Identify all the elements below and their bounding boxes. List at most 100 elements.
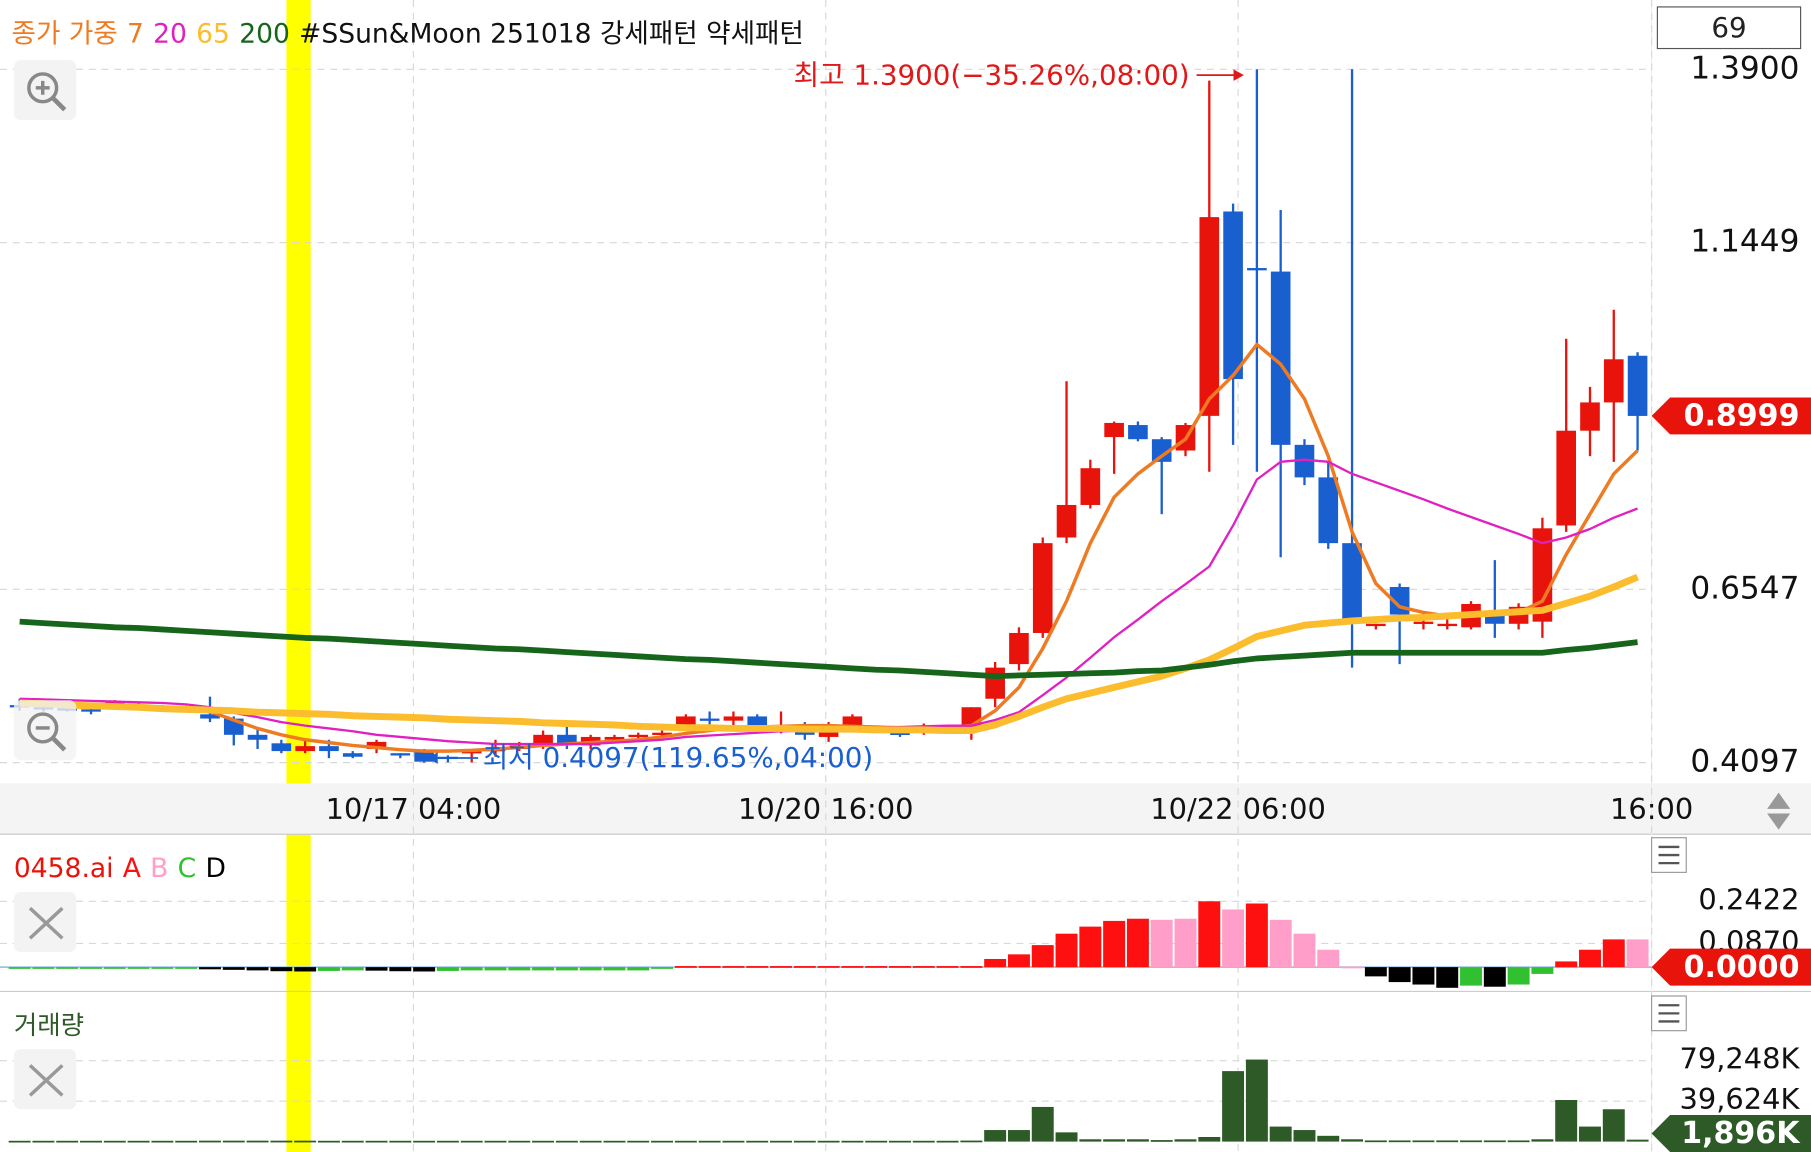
last-value-label: 1,896K	[1681, 1116, 1801, 1151]
bar	[770, 1140, 792, 1143]
bar	[1483, 967, 1506, 987]
bar	[746, 966, 769, 968]
bar	[674, 966, 697, 968]
y-tick-label: 0.4097	[1690, 744, 1799, 780]
bar	[151, 967, 174, 969]
candle-body	[1128, 425, 1148, 440]
bar	[365, 1140, 388, 1143]
bar	[841, 1140, 864, 1143]
bar	[722, 966, 745, 968]
bar	[1293, 1130, 1316, 1142]
ma-line	[19, 573, 1639, 735]
bar	[1031, 1106, 1054, 1142]
candle-body	[1437, 623, 1458, 627]
legend-entry: 20	[153, 18, 187, 49]
bar	[413, 967, 436, 972]
candle-body	[366, 741, 387, 749]
bar	[199, 1140, 221, 1143]
candle-body	[1413, 621, 1434, 624]
indicator-menu[interactable]	[1651, 837, 1687, 873]
ma-line	[19, 342, 1639, 753]
bar	[8, 967, 31, 969]
bar	[1412, 967, 1435, 985]
bar	[1341, 1139, 1364, 1142]
bar	[1364, 967, 1387, 977]
candle-body	[604, 736, 625, 740]
bar	[627, 967, 650, 971]
bar	[484, 1140, 507, 1143]
candle-body	[295, 746, 315, 752]
bar	[246, 1140, 269, 1143]
bar	[103, 1140, 126, 1143]
bar	[1531, 967, 1554, 974]
bar	[317, 1140, 340, 1143]
candle-body	[271, 743, 292, 752]
indicator-legend: 0458.ai A B C D	[14, 852, 226, 883]
bar	[460, 1140, 483, 1143]
candle-body	[842, 716, 863, 728]
bar	[199, 967, 221, 970]
candle-body	[1270, 271, 1291, 445]
highlight-band	[286, 0, 311, 1152]
bar	[1626, 1139, 1649, 1142]
bar	[270, 967, 293, 972]
bar	[532, 1140, 555, 1143]
bar	[1198, 1137, 1221, 1142]
candle-body	[1151, 439, 1172, 462]
bar	[436, 967, 459, 971]
low-annotation: 최저 0.4097(119.65%,04:00)	[483, 741, 873, 774]
bar	[555, 1140, 578, 1143]
bar	[460, 967, 483, 971]
bar	[32, 967, 55, 969]
candle-body	[699, 718, 720, 721]
last-value-tag	[1651, 397, 1811, 435]
y-tick-label: 79,248K	[1679, 1042, 1800, 1076]
bar	[1055, 1132, 1078, 1142]
candle-body	[1627, 355, 1648, 416]
zoom-in[interactable]	[13, 60, 77, 121]
legend-entry: 65	[196, 18, 230, 49]
candle-body	[1032, 543, 1053, 633]
bar	[1007, 954, 1030, 968]
legend-entry: B	[150, 852, 168, 883]
bar	[365, 967, 388, 971]
bar	[1460, 967, 1482, 986]
bar	[1412, 1140, 1435, 1143]
candle-body	[319, 746, 339, 752]
candle-body	[1009, 632, 1029, 665]
bar	[413, 1140, 436, 1143]
volume-menu[interactable]	[1651, 995, 1687, 1032]
candle-body	[1294, 444, 1315, 478]
x-axis-strip	[0, 783, 1811, 835]
bar	[508, 967, 531, 971]
bar	[889, 1140, 911, 1143]
bar	[270, 1140, 293, 1143]
bar	[341, 1140, 364, 1143]
x-tick-label: 10/17 04:00	[326, 792, 502, 826]
bar	[1555, 961, 1578, 968]
candle-body	[985, 667, 1005, 699]
candle-body	[1080, 468, 1101, 505]
bar	[56, 1140, 79, 1143]
bar	[912, 1140, 935, 1143]
bar	[698, 1140, 721, 1143]
bar	[1507, 967, 1530, 985]
bar	[1198, 901, 1221, 968]
close-indicator[interactable]	[13, 892, 77, 953]
bar	[317, 967, 340, 971]
bar	[1269, 919, 1292, 968]
bar	[127, 967, 150, 969]
bar	[151, 1140, 174, 1143]
bar	[32, 1140, 55, 1143]
zoom-out[interactable]	[13, 700, 77, 761]
bar	[1341, 966, 1364, 969]
bar	[222, 967, 245, 970]
y-tick-label: 1.1449	[1690, 224, 1799, 260]
bar	[936, 966, 959, 968]
scale-arrows[interactable]	[1767, 792, 1791, 830]
candle-body	[81, 709, 101, 712]
legend-entry: D	[205, 852, 225, 883]
close-volume[interactable]	[13, 1049, 77, 1110]
volume-title: 거래량	[14, 1010, 84, 1040]
bar	[246, 967, 269, 971]
